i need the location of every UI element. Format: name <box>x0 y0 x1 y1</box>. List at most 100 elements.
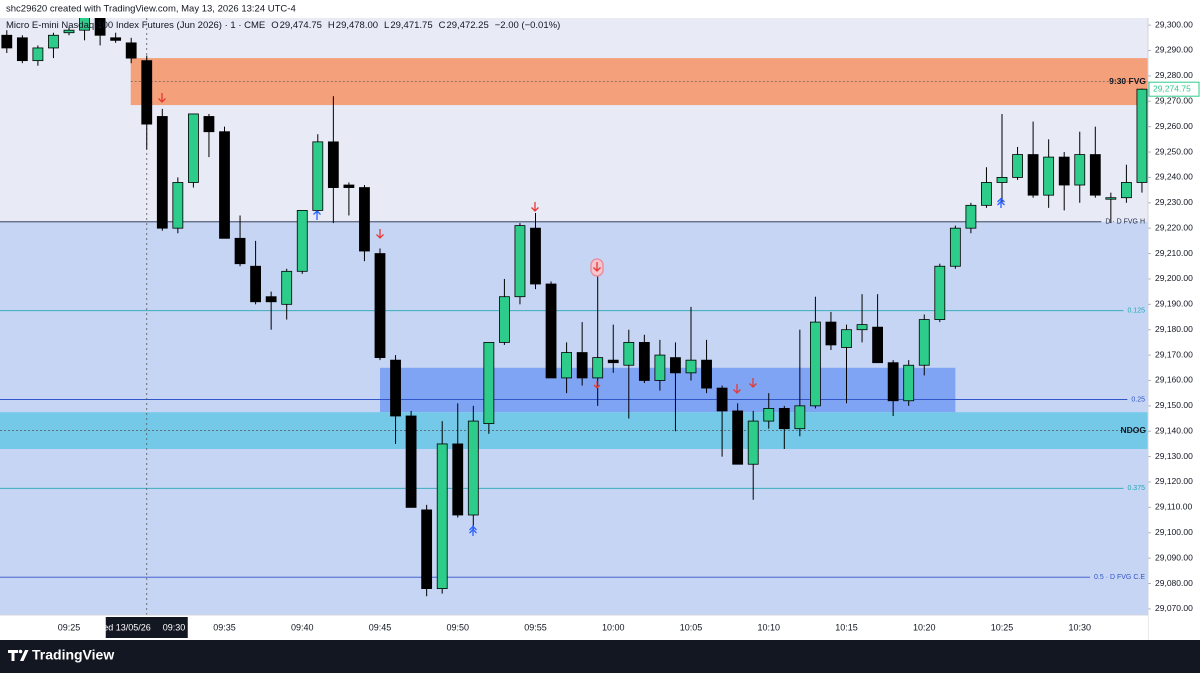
candle-body <box>172 182 184 229</box>
plot <box>0 18 1148 615</box>
ohlc-value: 29,471.75 <box>390 20 433 31</box>
candle-body <box>701 359 712 389</box>
crosshair-time-box <box>105 617 188 638</box>
crosshair-date: Wed 13/05/26 <box>95 622 151 632</box>
level-label: 0.5 · D FVG C.E <box>1094 574 1145 581</box>
ohlc-item: O29,474.75 <box>271 20 322 31</box>
zone-label: NDOG <box>1121 425 1147 435</box>
y-tick-label: 29,080.00 <box>1155 578 1193 588</box>
x-tick-label: 09:30 <box>163 622 186 632</box>
candle-body <box>125 42 137 59</box>
legend: Micro E-mini Nasdaq-100 Index Futures (J… <box>6 20 560 31</box>
candle-body <box>48 34 59 49</box>
candle-body <box>872 326 883 364</box>
candle-body <box>452 443 464 516</box>
candle-body <box>778 407 790 430</box>
candle-body <box>545 283 557 379</box>
candle-body <box>1058 156 1070 186</box>
candle-body <box>996 177 1008 183</box>
symbol-title: Micro E-mini Nasdaq-100 Index Futures (J… <box>6 20 266 31</box>
candle-body <box>234 237 246 265</box>
candle-body <box>530 227 541 285</box>
candle-body <box>716 387 728 412</box>
candle-body <box>219 131 230 239</box>
logo-dot <box>18 649 23 654</box>
candle-body <box>281 270 293 305</box>
candle-body <box>1043 156 1055 196</box>
time-axis <box>0 615 1148 640</box>
y-tick-label: 29,160.00 <box>1155 375 1193 385</box>
y-tick-label: 29,250.00 <box>1155 146 1193 156</box>
candle-body <box>670 357 681 374</box>
candle-body <box>16 37 28 62</box>
candle-body <box>265 296 277 303</box>
y-tick-label: 29,200.00 <box>1155 273 1193 283</box>
candle-body <box>1136 88 1148 183</box>
level-label: 0.125 <box>1127 308 1145 315</box>
y-tick-label: 29,210.00 <box>1155 248 1193 258</box>
candle-body <box>1089 154 1101 196</box>
y-tick-label: 29,190.00 <box>1155 299 1193 309</box>
y-tick-label: 29,290.00 <box>1155 45 1193 55</box>
ohlc-value: 29,478.00 <box>335 20 379 31</box>
candle-body <box>965 204 977 229</box>
candle-body <box>607 359 619 364</box>
y-tick-label: 29,130.00 <box>1155 451 1193 461</box>
candle-body <box>156 116 168 229</box>
candle-body <box>79 18 90 31</box>
y-tick-label: 29,140.00 <box>1155 425 1193 435</box>
x-tick-label: 10:20 <box>913 622 936 632</box>
price-axis <box>1148 18 1200 640</box>
candle-body <box>810 321 821 407</box>
candle-body <box>390 359 401 417</box>
zone-label: 9:30 FVG <box>1109 76 1146 86</box>
candle-body <box>421 509 433 590</box>
candle-body <box>638 341 650 381</box>
candle-body <box>187 113 199 183</box>
x-tick-label: 10:15 <box>835 622 858 632</box>
candle-body <box>685 359 697 374</box>
ohlc-value: 29,472.25 <box>446 20 489 31</box>
ohlc-value: 29,474.75 <box>279 20 322 31</box>
candle-body <box>763 407 775 422</box>
header-bar <box>0 0 1200 18</box>
header-text: shc29620 created with TradingView.com, M… <box>6 4 296 15</box>
y-tick-label: 29,070.00 <box>1155 603 1193 613</box>
last-price-label: 29,274.75 <box>1153 83 1191 93</box>
candle-body <box>327 141 339 188</box>
candle-body <box>203 116 215 133</box>
candle-body <box>1105 197 1117 200</box>
y-tick-label: 29,120.00 <box>1155 476 1193 486</box>
candle-body <box>250 265 262 303</box>
candle-body <box>343 184 355 188</box>
x-tick-label: 10:05 <box>680 622 703 632</box>
candle-body <box>498 296 510 343</box>
candle-body <box>1074 154 1086 186</box>
level-label: 0.25 <box>1131 396 1145 403</box>
x-tick-label: 09:50 <box>446 622 469 632</box>
candle-body <box>1121 182 1132 199</box>
ohlc-item: L29,471.75 <box>384 20 433 31</box>
candle-body <box>94 18 106 36</box>
y-tick-label: 29,270.00 <box>1155 96 1193 106</box>
candle-body <box>623 341 635 366</box>
y-tick-label: 29,180.00 <box>1155 324 1193 334</box>
y-tick-label: 29,300.00 <box>1155 19 1193 29</box>
x-tick-label: 09:35 <box>213 622 236 632</box>
last-price-tag <box>1148 81 1200 97</box>
y-tick-label: 29,110.00 <box>1155 502 1192 512</box>
signal-arrows <box>158 93 1005 536</box>
candle-body <box>732 410 744 465</box>
x-tick-label: 10:10 <box>757 622 780 632</box>
y-tick-label: 29,280.00 <box>1155 70 1193 80</box>
candle-body <box>467 420 479 516</box>
candle-body <box>1027 154 1039 196</box>
x-tick-label: 09:25 <box>58 622 81 632</box>
candle-body <box>592 357 604 379</box>
candle-body <box>903 364 915 402</box>
x-tick-label: 10:30 <box>1068 622 1091 632</box>
x-tick-label: 10:00 <box>602 622 625 632</box>
candle-body <box>374 253 386 359</box>
candle-body <box>1 34 13 49</box>
